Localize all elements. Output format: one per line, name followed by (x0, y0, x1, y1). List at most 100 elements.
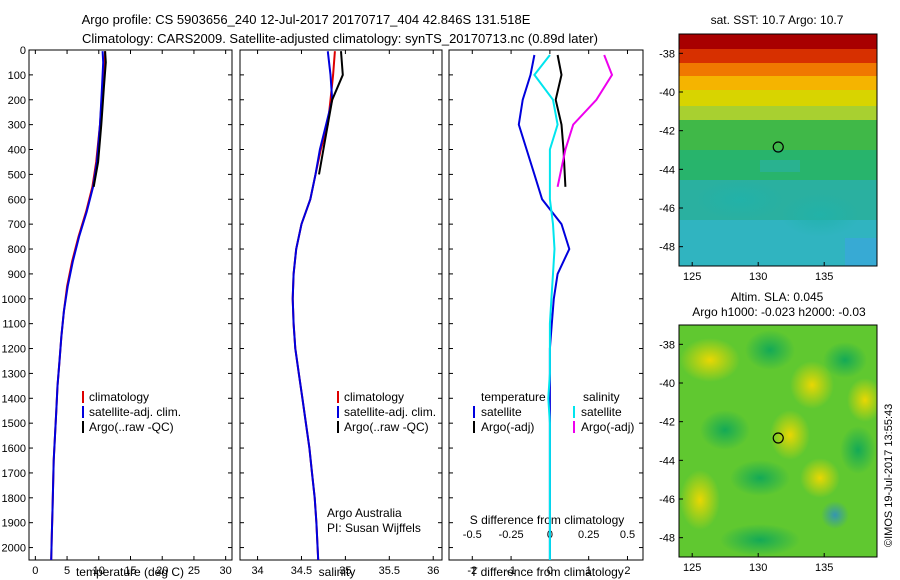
legend-t-argo-label: Argo(-adj) (481, 420, 534, 434)
x-tick-label: 1 (586, 565, 592, 577)
legend-t-satellite-label: satellite (481, 405, 522, 419)
y-tick-label: 500 (8, 169, 26, 181)
temperature-xlabel: temperature (deg C) (76, 565, 184, 579)
legend-climatology-label: climatology (89, 390, 149, 404)
annotation-institution: Argo Australia (327, 506, 402, 520)
y-tick-label: 200 (8, 95, 26, 107)
y-tick-label: 100 (8, 70, 26, 82)
x-tick-label: 35.5 (379, 565, 400, 577)
legend-s-satellite-label: satellite (581, 405, 622, 419)
y-tick-label: 300 (8, 120, 26, 132)
figure-title-line2: Climatology: CARS2009. Satellite-adjuste… (82, 31, 598, 46)
sst-map-field (679, 34, 877, 266)
difference-legend: temperature satellite Argo(-adj) salinit… (473, 390, 634, 434)
temperature-panel: temperature (deg C) climatology satellit… (2, 45, 233, 579)
difference-xlabel-s: S difference from climatology (470, 513, 625, 527)
legend-satellite-label: satellite-adj. clim. (89, 405, 181, 419)
map-y-tick-label: -42 (659, 417, 675, 429)
y-tick-label: 1100 (2, 319, 26, 331)
map-y-tick-label: -40 (659, 87, 675, 99)
legend-satellite-label: satellite-adj. clim. (344, 405, 436, 419)
sla-map-frame (678, 324, 878, 558)
legend-climatology-label: climatology (344, 390, 404, 404)
y-tick-label: 1800 (2, 493, 26, 505)
x-tick-label: 34 (251, 565, 263, 577)
legend-argo-label: Argo(..raw -QC) (89, 420, 174, 434)
sla-map-panel: Altim. SLA: 0.045 Argo h1000: -0.023 h20… (659, 290, 895, 574)
x-tick-label: 30 (220, 565, 232, 577)
x-tick-label: 35 (339, 565, 351, 577)
legend-argo-label: Argo(..raw -QC) (344, 420, 429, 434)
y-tick-label: 600 (8, 194, 26, 206)
map-y-tick-label: -46 (659, 203, 675, 215)
figure-title-line1: Argo profile: CS 5903656_240 12-Jul-2017… (82, 12, 531, 27)
y-tick-label: 1500 (2, 418, 26, 430)
y-tick-label: 700 (8, 219, 26, 231)
sst-map-panel: sat. SST: 10.7 Argo: 10.7 125 130 135 (659, 13, 878, 283)
map-y-tick-label: -48 (659, 242, 675, 254)
salinity-xlabel: salinity (319, 565, 356, 579)
y-tick-label: 1000 (2, 294, 26, 306)
difference-axes-frame (448, 49, 644, 561)
sst-map-title: sat. SST: 10.7 Argo: 10.7 (711, 13, 844, 27)
y-tick-label: 800 (8, 244, 26, 256)
x-tick-label: 5 (64, 565, 70, 577)
map-x-tick-label: 135 (815, 562, 833, 574)
y-tick-label: 400 (8, 145, 26, 157)
y-tick-label: 1300 (2, 368, 26, 380)
x2-tick-label: -0.25 (499, 529, 524, 541)
y-tick-label: 1900 (2, 518, 26, 530)
x-tick-label: -1 (506, 565, 516, 577)
x-tick-label: 0 (547, 565, 553, 577)
map-x-tick-label: 130 (749, 271, 767, 283)
map-x-tick-label: 130 (749, 562, 767, 574)
temperature-legend: climatology satellite-adj. clim. Argo(..… (82, 390, 181, 434)
series-line (92, 51, 107, 187)
y-tick-label: 0 (20, 45, 26, 57)
series-line (291, 51, 334, 561)
sla-side-label: ©IMOS 19-Jul-2017 13:55:43 (883, 404, 895, 547)
y-tick-label: 2000 (2, 543, 26, 555)
legend-s-argo-label: Argo(-adj) (581, 420, 634, 434)
x-tick-label: 25 (188, 565, 200, 577)
y-tick-label: 1600 (2, 443, 26, 455)
series-line (556, 54, 614, 188)
annotation-pi: PI: Susan Wijffels (327, 521, 421, 535)
difference-xlabel-t: T difference from climatology (470, 565, 624, 579)
salinity-axes-frame (239, 49, 443, 561)
salinity-panel: salinity climatology satellite-adj. clim… (239, 49, 443, 579)
legend-salinity-title: salinity (583, 390, 620, 404)
map-x-tick-label: 135 (815, 271, 833, 283)
x-tick-label: 10 (93, 565, 105, 577)
argo-location-marker (772, 141, 784, 153)
argo-location-marker (772, 432, 784, 444)
x2-tick-label: 0.25 (578, 529, 599, 541)
series-line (318, 51, 344, 175)
difference-panel: T difference from climatology S differen… (448, 49, 644, 579)
x-tick-label: 15 (124, 565, 136, 577)
y-tick-label: 1400 (2, 393, 26, 405)
x-tick-label: 20 (156, 565, 168, 577)
map-y-tick-label: -48 (659, 533, 675, 545)
map-x-tick-label: 125 (683, 562, 701, 574)
legend-temperature-title: temperature (481, 390, 546, 404)
x2-tick-label: -0.5 (463, 529, 482, 541)
map-y-tick-label: -46 (659, 494, 675, 506)
series-line (50, 51, 105, 561)
y-tick-label: 1200 (2, 344, 26, 356)
map-y-tick-label: -38 (659, 48, 675, 60)
x-tick-label: 34.5 (291, 565, 312, 577)
x2-tick-label: 0.5 (620, 529, 635, 541)
sla-map-title: Altim. SLA: 0.045 (731, 290, 824, 304)
map-y-tick-label: -44 (659, 164, 675, 176)
y-tick-label: 1700 (2, 468, 26, 480)
map-y-tick-label: -40 (659, 378, 675, 390)
x-tick-label: 2 (624, 565, 630, 577)
sst-map-frame (678, 33, 878, 267)
map-y-tick-label: -38 (659, 339, 675, 351)
map-y-tick-label: -44 (659, 455, 675, 467)
x-tick-label: 0 (32, 565, 38, 577)
y-tick-label: 900 (8, 269, 26, 281)
sla-map-subtitle: Argo h1000: -0.023 h2000: -0.03 (692, 305, 866, 319)
